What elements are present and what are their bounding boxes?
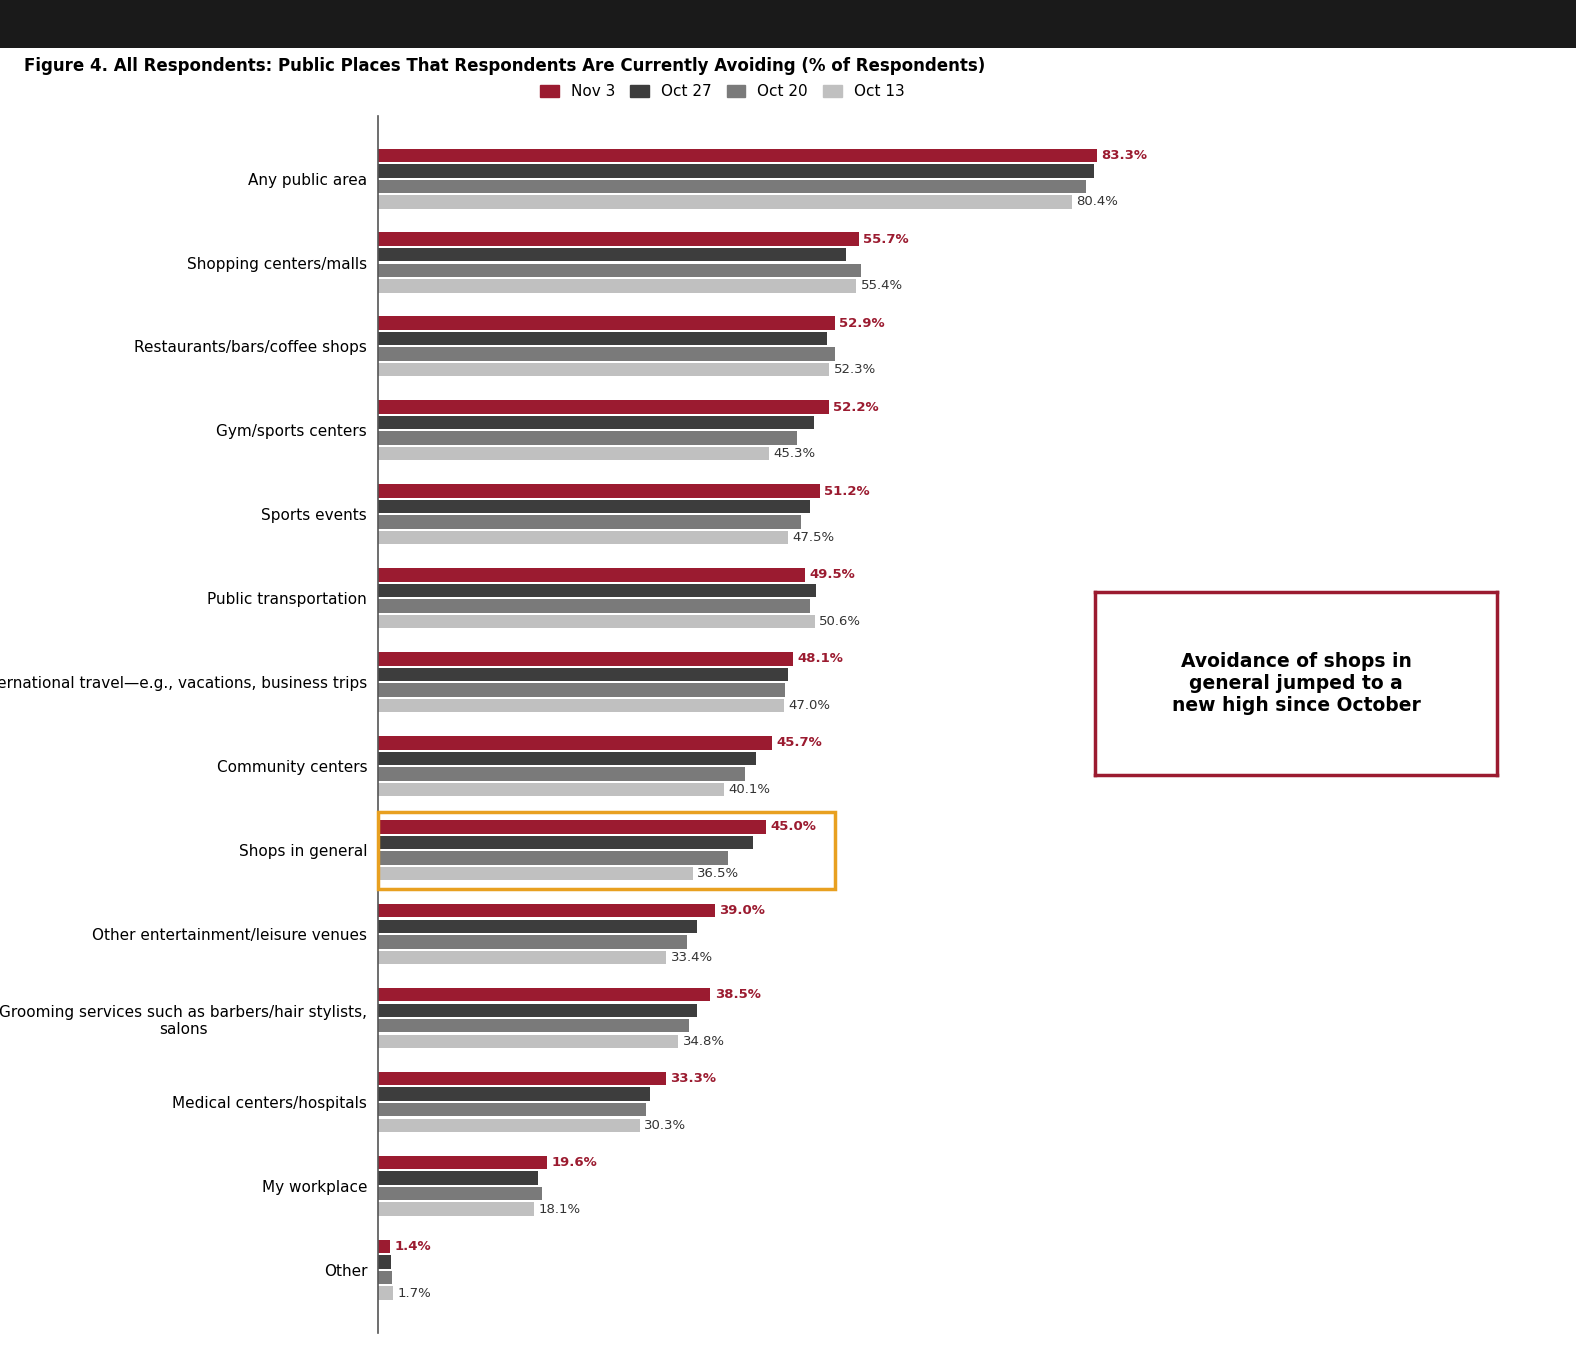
Bar: [378, 699, 783, 713]
Bar: [378, 165, 1094, 178]
Bar: [378, 767, 745, 781]
Bar: [378, 332, 827, 345]
Bar: [378, 1019, 689, 1032]
Bar: [378, 400, 829, 413]
Text: 55.7%: 55.7%: [864, 233, 909, 246]
Text: 36.5%: 36.5%: [698, 866, 739, 880]
Bar: [378, 866, 693, 880]
Text: 1.7%: 1.7%: [397, 1287, 430, 1300]
Text: 33.3%: 33.3%: [670, 1072, 716, 1085]
Bar: [378, 148, 1097, 162]
Bar: [378, 812, 835, 888]
Bar: [378, 668, 788, 681]
Text: 1.4%: 1.4%: [394, 1240, 432, 1253]
Bar: [378, 783, 723, 796]
Bar: [378, 500, 810, 513]
Bar: [378, 233, 859, 246]
Bar: [378, 653, 793, 665]
Bar: [378, 484, 820, 498]
Bar: [378, 820, 766, 834]
Bar: [378, 416, 813, 430]
Bar: [378, 1035, 678, 1049]
Text: 83.3%: 83.3%: [1102, 148, 1147, 162]
Text: 51.2%: 51.2%: [824, 484, 870, 498]
Bar: [378, 431, 796, 445]
Bar: [378, 568, 805, 582]
Bar: [378, 835, 753, 849]
Text: 30.3%: 30.3%: [645, 1119, 686, 1132]
Bar: [378, 1088, 649, 1100]
Text: 40.1%: 40.1%: [728, 783, 771, 796]
Bar: [378, 248, 846, 261]
Text: 34.8%: 34.8%: [682, 1035, 725, 1047]
Text: Figure 4. All Respondents: Public Places That Respondents Are Currently Avoiding: Figure 4. All Respondents: Public Places…: [24, 57, 985, 75]
Bar: [378, 1103, 646, 1117]
Bar: [378, 279, 856, 292]
Bar: [378, 1156, 547, 1170]
Text: 49.5%: 49.5%: [810, 568, 856, 582]
Bar: [378, 264, 862, 277]
Text: 47.5%: 47.5%: [793, 532, 834, 544]
Bar: [378, 736, 772, 749]
Bar: [378, 180, 1086, 193]
Text: 48.1%: 48.1%: [797, 653, 843, 665]
Bar: [378, 936, 687, 948]
Bar: [378, 615, 815, 628]
Text: 18.1%: 18.1%: [539, 1202, 582, 1216]
Text: 39.0%: 39.0%: [719, 904, 764, 917]
Bar: [378, 1240, 391, 1254]
Bar: [378, 600, 810, 613]
Text: 52.2%: 52.2%: [832, 401, 878, 413]
Bar: [378, 1270, 392, 1284]
Text: 47.0%: 47.0%: [788, 699, 831, 713]
Bar: [378, 447, 769, 461]
Bar: [378, 683, 785, 696]
Bar: [378, 530, 788, 544]
Bar: [378, 919, 698, 933]
Bar: [378, 1255, 391, 1269]
Bar: [378, 904, 714, 918]
Bar: [378, 1004, 698, 1017]
Text: 52.9%: 52.9%: [838, 317, 884, 329]
Bar: [378, 1171, 537, 1185]
Bar: [378, 194, 1072, 208]
Text: 80.4%: 80.4%: [1076, 196, 1117, 208]
Text: Avoidance of shops in
general jumped to a
new high since October: Avoidance of shops in general jumped to …: [1173, 651, 1420, 715]
Text: 38.5%: 38.5%: [714, 989, 761, 1001]
Bar: [378, 987, 711, 1001]
Bar: [378, 951, 667, 964]
Bar: [378, 1287, 392, 1300]
Bar: [378, 317, 835, 330]
Bar: [378, 583, 816, 597]
Text: 55.4%: 55.4%: [860, 279, 903, 292]
Bar: [378, 851, 728, 865]
Bar: [378, 1202, 534, 1216]
Text: 33.4%: 33.4%: [671, 951, 712, 964]
Text: 45.3%: 45.3%: [774, 447, 815, 460]
Text: 19.6%: 19.6%: [552, 1156, 597, 1170]
Bar: [378, 752, 756, 766]
Bar: [378, 348, 835, 360]
Legend: Nov 3, Oct 27, Oct 20, Oct 13: Nov 3, Oct 27, Oct 20, Oct 13: [534, 79, 911, 106]
Bar: [378, 1072, 665, 1085]
Text: 45.7%: 45.7%: [777, 736, 823, 749]
Bar: [378, 1187, 542, 1201]
Bar: [378, 363, 829, 377]
Text: 45.0%: 45.0%: [771, 820, 816, 834]
Bar: [378, 515, 801, 529]
Text: 52.3%: 52.3%: [834, 363, 876, 377]
Text: 50.6%: 50.6%: [820, 615, 860, 628]
Bar: [378, 1118, 640, 1132]
